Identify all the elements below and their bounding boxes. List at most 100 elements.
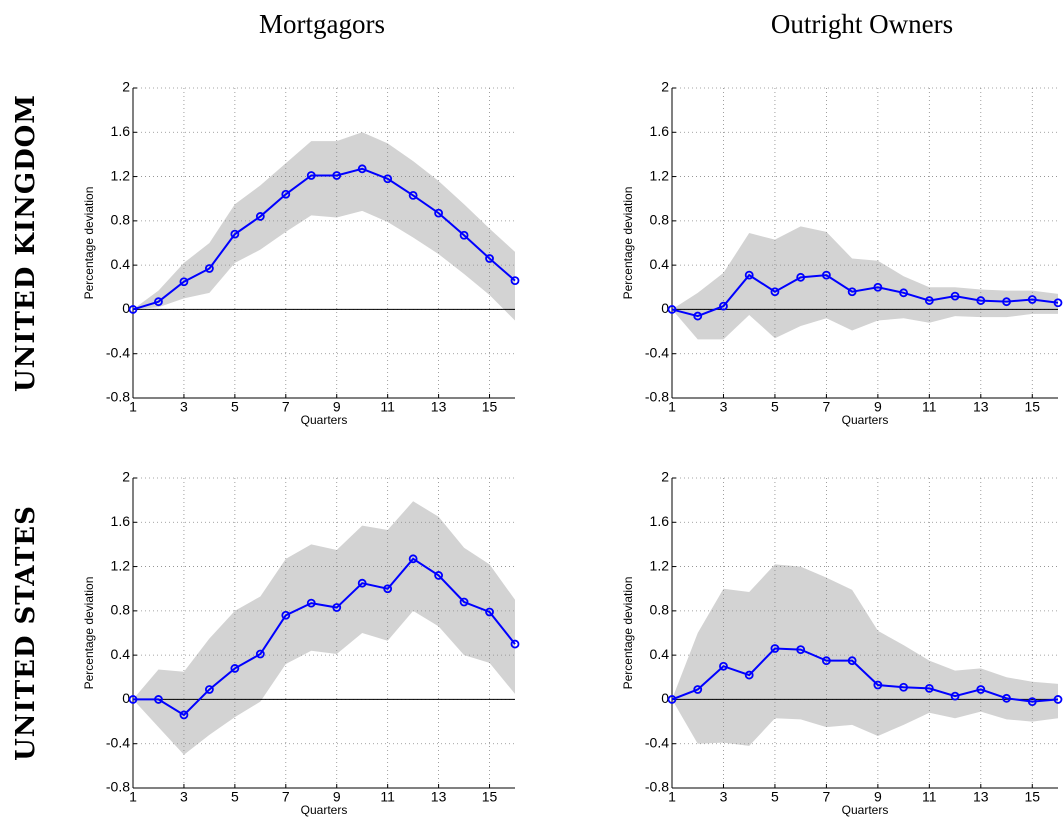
y-tick-label: 1.2 (111, 557, 131, 573)
confidence-band (672, 226, 1058, 340)
marker (1002, 297, 1011, 307)
y-tick-label: 1.2 (650, 557, 670, 573)
column-title: Mortgagors (259, 9, 385, 39)
x-tick-label: 15 (482, 399, 498, 415)
x-tick-label: 3 (180, 789, 188, 805)
x-tick-label: 5 (771, 399, 779, 415)
marker (693, 685, 703, 694)
marker (459, 597, 469, 607)
marker (485, 254, 494, 263)
marker (1002, 693, 1011, 703)
y-tick-label: 0 (661, 300, 669, 316)
y-axis-label: Percentage deviation (621, 187, 635, 300)
marker (693, 311, 703, 321)
marker (744, 270, 754, 280)
marker (667, 695, 677, 704)
x-tick-label: 11 (922, 789, 937, 805)
marker (255, 212, 265, 221)
marker (924, 683, 934, 693)
marker (847, 287, 857, 297)
marker (719, 661, 728, 671)
y-tick-label: 0 (122, 300, 130, 316)
y-tick-label: 0.4 (650, 646, 670, 662)
x-tick-label: 15 (482, 789, 498, 805)
y-tick-label: -0.8 (645, 389, 669, 405)
x-axis-label: Quarters (842, 413, 889, 427)
marker (408, 190, 418, 200)
marker (899, 682, 908, 692)
marker (230, 229, 240, 239)
marker (873, 680, 883, 690)
marker (204, 264, 214, 273)
marker (434, 571, 444, 580)
marker (255, 649, 265, 659)
marker (822, 656, 831, 666)
marker (204, 685, 214, 694)
x-tick-label: 11 (380, 399, 395, 415)
marker (408, 554, 418, 564)
y-axis-label: Percentage deviation (82, 187, 96, 300)
line (671, 647, 1059, 703)
marker (847, 656, 857, 666)
panel: -0.8-0.400.40.81.21.621 3 5 7 9 11 13 15Quarter… (82, 469, 520, 817)
y-tick-label: 1.6 (111, 513, 131, 529)
marker (485, 607, 494, 617)
x-tick-label: 5 (771, 789, 779, 805)
marker (976, 296, 986, 305)
y-tick-label: -0.4 (645, 734, 669, 750)
x-tick-label: 5 (231, 399, 239, 415)
x-tick-label: 9 (333, 399, 341, 415)
y-tick-label: 2 (661, 469, 669, 485)
x-tick-label: 15 (1024, 789, 1040, 805)
marker (770, 287, 780, 297)
marker (383, 174, 393, 184)
marker (796, 645, 806, 655)
panel: -0.8-0.400.40.81.21.621 3 5 7 9 11 13 15Quarter… (621, 469, 1063, 817)
marker (128, 695, 138, 704)
marker (154, 695, 163, 704)
x-tick-label: 15 (1024, 399, 1040, 415)
x-tick-label: 9 (333, 789, 341, 805)
y-tick-label: 0 (122, 690, 130, 706)
x-axis-label: Quarters (842, 803, 889, 817)
y-tick-label: 2 (122, 469, 130, 485)
x-tick-label: 7 (823, 789, 831, 805)
x-tick-label: 11 (922, 399, 937, 415)
panel: -0.8-0.400.40.81.21.621 3 5 7 9 11 13 15Quarter… (82, 79, 520, 427)
y-axis-label: Percentage deviation (82, 577, 96, 690)
y-axis-label: Percentage deviation (621, 577, 635, 690)
line (132, 167, 516, 311)
marker (434, 208, 444, 218)
marker (950, 691, 960, 701)
marker (510, 276, 520, 286)
y-tick-label: -0.4 (106, 344, 130, 360)
y-tick-label: 0.8 (650, 212, 670, 228)
marker (1053, 695, 1063, 704)
y-tick-label: 0.8 (111, 602, 131, 618)
x-tick-label: 7 (282, 399, 290, 415)
marker (357, 164, 367, 174)
line (133, 557, 516, 717)
y-tick-label: 1.6 (111, 123, 131, 139)
y-tick-label: 2 (661, 79, 669, 95)
x-tick-label: 1 (668, 789, 676, 805)
confidence-band (133, 501, 515, 755)
y-tick-label: 1.6 (650, 513, 670, 529)
marker (796, 272, 806, 282)
marker (770, 644, 780, 653)
x-tick-label: 1 (668, 399, 676, 415)
marker (383, 584, 393, 594)
marker (667, 305, 677, 314)
x-tick-label: 1 (129, 789, 137, 805)
y-tick-label: 2 (122, 79, 130, 95)
y-tick-label: 0.8 (650, 602, 670, 618)
marker (281, 610, 291, 620)
marker (230, 664, 240, 673)
marker (1027, 295, 1037, 304)
x-tick-label: 9 (874, 399, 882, 415)
marker (1027, 697, 1037, 707)
marker (332, 171, 342, 180)
y-tick-label: 0 (661, 690, 669, 706)
y-tick-label: 0.4 (111, 256, 131, 272)
